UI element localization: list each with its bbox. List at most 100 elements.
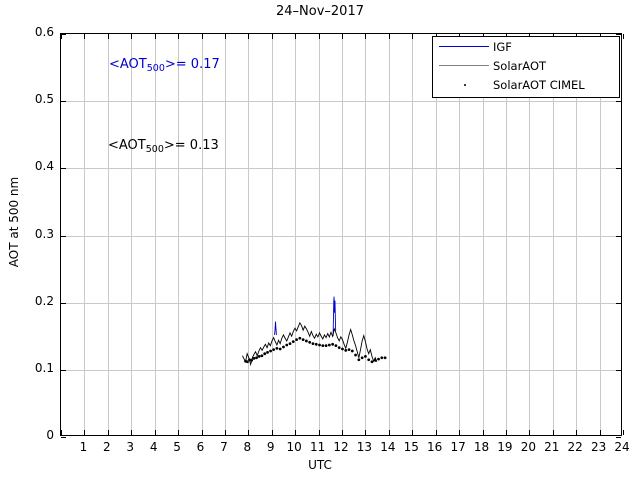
data-point — [260, 354, 264, 358]
gridline-vertical — [435, 34, 437, 435]
data-point — [250, 359, 254, 362]
y-tick — [61, 235, 66, 237]
data-point — [288, 342, 292, 346]
data-point — [252, 357, 256, 360]
gridline-vertical — [178, 34, 180, 435]
data-point — [318, 343, 321, 347]
y-tick — [61, 369, 66, 371]
data-point — [311, 342, 315, 346]
x-tick-label: 9 — [266, 440, 275, 454]
data-point — [269, 349, 272, 353]
data-point — [370, 360, 374, 364]
data-point — [308, 340, 312, 344]
x-tick-label: 2 — [103, 440, 111, 454]
x-tick — [84, 430, 86, 435]
x-tick-label: 23 — [590, 440, 607, 454]
x-tick-top — [84, 34, 86, 39]
y-tick — [61, 302, 66, 304]
x-tick — [342, 430, 343, 435]
gridline-vertical — [295, 34, 297, 435]
x-tick-label: 6 — [196, 440, 205, 454]
y-tick — [61, 34, 66, 35]
x-tick-label: 4 — [149, 440, 158, 454]
x-tick-label: 22 — [567, 440, 583, 454]
data-point — [331, 342, 335, 346]
x-tick — [623, 430, 624, 435]
y-tick-label: 0.3 — [34, 226, 54, 241]
series-line — [274, 321, 277, 335]
data-point — [291, 340, 295, 344]
x-tick — [388, 430, 390, 435]
data-point — [275, 346, 279, 350]
x-tick — [248, 430, 250, 435]
x-tick-label: 15 — [403, 440, 419, 454]
x-tick-top — [342, 34, 343, 39]
legend-label-solaraot-cimel: SolarAOT CIMEL — [493, 77, 585, 92]
data-point — [383, 356, 387, 360]
x-tick — [435, 430, 437, 435]
x-tick — [224, 430, 226, 435]
x-tick-top — [318, 34, 320, 39]
data-point — [301, 338, 305, 342]
x-axis-title: UTC — [308, 458, 332, 472]
x-tick-label: 3 — [126, 440, 135, 454]
gridline-horizontal — [61, 168, 621, 170]
gridline-vertical — [365, 34, 367, 435]
gridline-vertical — [599, 34, 601, 435]
x-tick — [529, 430, 531, 435]
gridline-vertical — [107, 34, 109, 435]
y-tick-label: 0 — [46, 428, 54, 442]
gridline-vertical — [388, 34, 390, 435]
x-tick-top — [388, 34, 390, 39]
y-tick-label: 0.4 — [34, 159, 54, 174]
data-point — [248, 358, 251, 362]
x-tick-top — [201, 34, 203, 39]
x-tick — [318, 430, 320, 435]
series-line — [242, 321, 378, 367]
y-tick-right — [616, 235, 621, 237]
legend-item-igf: IGF — [433, 37, 619, 56]
x-tick — [178, 430, 180, 435]
data-point — [298, 336, 302, 340]
chart-title: 24–Nov–2017 — [276, 4, 364, 19]
data-point — [246, 360, 249, 364]
gridline-vertical — [482, 34, 484, 435]
legend-swatch-igf — [433, 37, 493, 56]
x-tick-label: 11 — [309, 440, 326, 454]
data-point — [278, 347, 282, 351]
data-point — [377, 357, 380, 361]
gridline-vertical — [576, 34, 578, 435]
data-point — [324, 344, 328, 348]
data-point — [360, 356, 364, 360]
legend-swatch-solaraot-cimel — [433, 75, 493, 94]
data-point — [314, 342, 318, 346]
y-tick-label: 0.2 — [34, 293, 54, 308]
data-point — [373, 359, 377, 362]
x-tick-top — [107, 34, 109, 39]
data-point — [337, 346, 341, 350]
x-tick — [107, 430, 109, 435]
x-tick-label: 5 — [173, 440, 181, 454]
x-tick-top — [178, 34, 180, 39]
x-tick-label: 13 — [356, 440, 373, 454]
gridline-vertical — [248, 34, 250, 435]
x-tick-label: 7 — [220, 440, 228, 454]
y-tick-right — [616, 101, 621, 103]
x-tick-top — [248, 34, 250, 39]
y-tick — [61, 168, 66, 170]
annotation-solaraot-mean: <AOT500>= 0.13 — [108, 138, 219, 155]
data-point — [282, 345, 285, 349]
x-tick-top — [295, 34, 297, 39]
gridline-vertical — [201, 34, 203, 435]
y-tick-right — [616, 168, 621, 170]
data-point — [255, 356, 258, 360]
gridline-vertical — [505, 34, 507, 435]
x-tick — [61, 430, 62, 435]
x-tick-label: 17 — [450, 440, 466, 454]
x-tick-label: 20 — [520, 440, 536, 454]
data-point — [272, 348, 276, 352]
y-tick — [61, 437, 66, 438]
gridline-vertical — [459, 34, 461, 435]
gridline-vertical — [342, 34, 343, 435]
